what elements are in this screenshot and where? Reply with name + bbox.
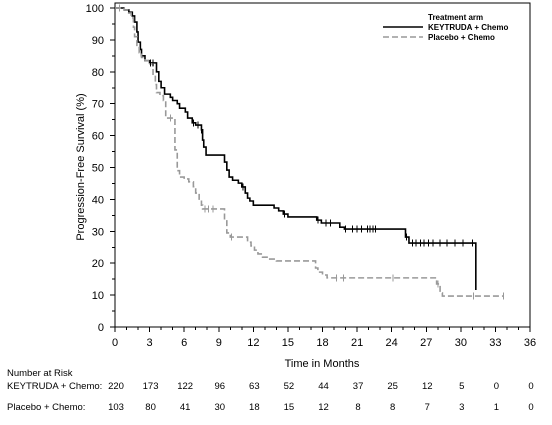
survival-curves	[115, 7, 504, 297]
risk-value: 12	[318, 402, 329, 413]
risk-value: 8	[355, 402, 360, 413]
x-tick-label: 24	[386, 337, 398, 349]
risk-value: 5	[459, 381, 464, 392]
risk-value: 103	[108, 402, 124, 413]
risk-value: 1	[494, 402, 499, 413]
x-tick-label: 3	[147, 337, 153, 349]
x-tick-label: 18	[316, 337, 328, 349]
risk-value: 96	[214, 381, 225, 392]
x-axis-label: Time in Months	[285, 358, 360, 370]
y-tick-label: 20	[92, 258, 104, 270]
risk-value: 41	[180, 402, 191, 413]
risk-value: 18	[249, 402, 260, 413]
x-tick-label: 0	[112, 337, 118, 349]
x-tick-label: 6	[181, 337, 187, 349]
risk-value: 7	[425, 402, 430, 413]
km-curve-placebo-chemo	[115, 7, 504, 297]
risk-value: 37	[353, 381, 364, 392]
x-tick-label: 33	[489, 337, 501, 349]
y-tick-label: 80	[92, 67, 104, 79]
x-tick-label: 21	[351, 337, 363, 349]
y-tick-label: 30	[92, 226, 104, 238]
legend-title: Treatment arm	[428, 13, 483, 22]
x-tick-label: 12	[247, 337, 259, 349]
risk-value: 0	[528, 381, 533, 392]
y-tick-label: 90	[92, 35, 104, 47]
x-tick-label: 9	[216, 337, 222, 349]
risk-value: 12	[422, 381, 433, 392]
risk-value: 220	[108, 381, 124, 392]
censor-marks	[119, 4, 504, 300]
x-tick-label: 15	[282, 337, 294, 349]
risk-value: 173	[143, 381, 159, 392]
legend-label-placebo-chemo: Placebo + Chemo	[428, 33, 495, 42]
axes: 0 3 6 9 12 15 18 21 24 27 30 33 36010203040506070809…	[86, 2, 536, 349]
risk-table: Number at Risk KEYTRUDA + Chemo: Placebo…	[7, 368, 534, 413]
legend-label-keytruda-chemo: KEYTRUDA + Chemo	[428, 23, 508, 32]
legend: Treatment arm KEYTRUDA + Chemo Placebo +…	[383, 13, 508, 42]
x-tick-label: 27	[420, 337, 432, 349]
y-tick-label: 100	[86, 3, 104, 15]
risk-value: 80	[145, 402, 156, 413]
risk-value: 30	[214, 402, 225, 413]
risk-row-label-keytruda-chemo: KEYTRUDA + Chemo:	[7, 381, 102, 392]
risk-value: 122	[177, 381, 193, 392]
y-tick-label: 60	[92, 131, 104, 143]
x-tick-label: 36	[524, 337, 536, 349]
risk-table-title: Number at Risk	[7, 368, 73, 379]
risk-value: 25	[387, 381, 398, 392]
km-curve-keytruda-chemo	[115, 7, 477, 290]
risk-value: 63	[249, 381, 260, 392]
risk-value: 52	[284, 381, 295, 392]
risk-row-label-placebo-chemo: Placebo + Chemo:	[7, 402, 85, 413]
risk-value: 0	[494, 381, 499, 392]
y-tick-label: 70	[92, 99, 104, 111]
risk-value: 8	[390, 402, 395, 413]
risk-value: 44	[318, 381, 329, 392]
risk-value: 0	[528, 402, 533, 413]
y-tick-label: 40	[92, 194, 104, 206]
x-tick-label: 30	[455, 337, 467, 349]
y-axis-label: Progression-Free Survival (%)	[75, 93, 87, 240]
risk-value: 15	[284, 402, 295, 413]
y-tick-label: 50	[92, 163, 104, 175]
y-tick-label: 10	[92, 290, 104, 302]
risk-value: 3	[459, 402, 464, 413]
y-tick-label: 0	[98, 322, 104, 334]
